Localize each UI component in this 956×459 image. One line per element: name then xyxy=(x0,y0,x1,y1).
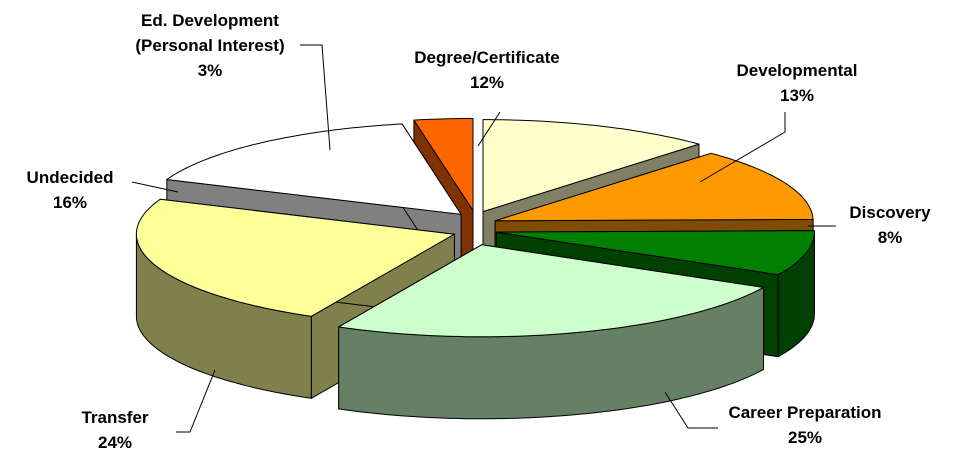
slice-label: Undecided 16% xyxy=(0,165,175,215)
slice-label: Career Preparation 25% xyxy=(700,400,910,450)
slice-value: 13% xyxy=(779,86,815,105)
leader-line xyxy=(699,112,786,183)
slice-label: Transfer 24% xyxy=(10,405,220,455)
slice-value: 24% xyxy=(97,433,133,452)
leader-line xyxy=(477,111,501,147)
slice-top xyxy=(135,198,455,317)
slice-label: Ed. Development (Personal Interest) 3% xyxy=(110,8,310,83)
slice-name: Ed. Development (Personal Interest) xyxy=(135,11,285,55)
leader-line xyxy=(664,391,718,429)
slice-label: Discovery 8% xyxy=(785,200,956,250)
leader-line xyxy=(176,369,216,433)
slice-value: 12% xyxy=(469,73,505,92)
slice-top xyxy=(413,118,474,211)
slice-name: Degree/Certificate xyxy=(414,48,560,67)
slice-value: 8% xyxy=(877,228,903,247)
slice-top xyxy=(494,152,814,222)
slice-top xyxy=(495,230,815,276)
leader-line xyxy=(131,181,179,193)
slice-value: 3% xyxy=(197,61,223,80)
slice-name: Discovery xyxy=(849,203,931,222)
slice-name: Career Preparation xyxy=(728,403,882,422)
slice-label: Developmental 13% xyxy=(692,58,902,108)
slice-top xyxy=(482,119,700,213)
slice-top xyxy=(338,244,764,338)
slice-name: Transfer xyxy=(81,408,149,427)
slice-label: Degree/Certificate 12% xyxy=(382,45,592,95)
slice-name: Undecided xyxy=(26,168,114,187)
slice-top xyxy=(166,123,462,215)
leader-line xyxy=(300,44,331,151)
slice-value: 25% xyxy=(787,428,823,447)
slice-name: Developmental xyxy=(736,61,858,80)
slice-value: 16% xyxy=(52,193,88,212)
